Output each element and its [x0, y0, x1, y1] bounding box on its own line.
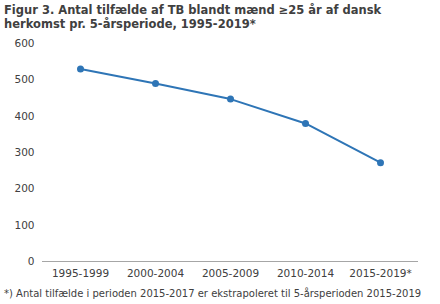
svg-text:2010-2014: 2010-2014	[277, 267, 335, 279]
svg-text:0: 0	[28, 255, 35, 267]
html-text:Figur 3. Antal tilfælde af TB: Figur 3. Antal tilfælde af TB blandt mæn…	[4, 3, 382, 31]
html-text:*) Antal tilfælde i perioden 2: *) Antal tilfælde i perioden 2015-2017 e…	[4, 288, 422, 299]
svg-text:600: 600	[14, 37, 34, 49]
svg-text:200: 200	[14, 182, 34, 194]
svg-text:1995-1999: 1995-1999	[52, 267, 109, 279]
svg-text:2015-2019*: 2015-2019*	[349, 267, 411, 279]
svg-text:2000-2004: 2000-2004	[127, 267, 185, 279]
svg-text:100: 100	[14, 219, 34, 231]
svg-text:300: 300	[14, 146, 34, 158]
svg-text:500: 500	[14, 73, 34, 85]
svg-text:2005-2009: 2005-2009	[202, 267, 259, 279]
svg-text:400: 400	[14, 110, 34, 122]
